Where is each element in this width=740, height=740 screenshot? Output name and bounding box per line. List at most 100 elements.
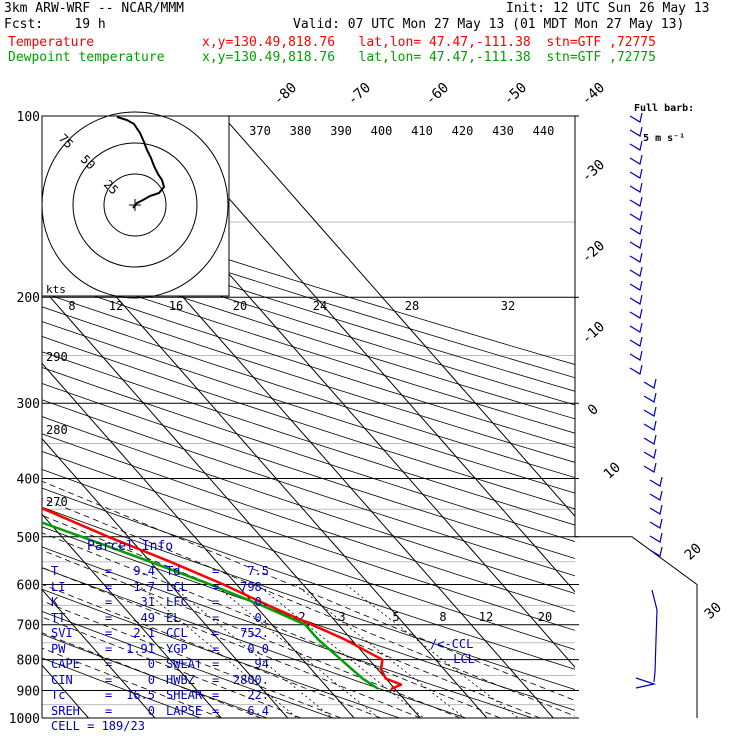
pressure-tick-label: 600 [17,578,40,593]
wind-barb [643,434,657,445]
isotherm-label: -20 [579,238,609,267]
isotherm-label: 30 [702,599,725,622]
mixing-ratio-label: 2 [298,610,305,624]
wind-barb [649,476,663,487]
isotherm-label: -70 [345,80,375,109]
isotherm-line [222,116,575,518]
parcel-key: SREH [51,703,80,718]
isotherm-label: -10 [579,319,609,348]
parcel-value: 31 [140,595,155,609]
wind-barb [629,266,643,277]
isotherm-line [42,362,355,718]
isotherm-label: -60 [423,80,453,109]
pressure-tick-label: 400 [17,472,40,487]
pressure-tick-label: 100 [17,110,40,125]
mixing-ratio-label: 3 [338,610,345,624]
dry-adiabat-line [42,321,575,494]
dry-adiabat-line [42,224,575,392]
parcel-value: 0 [147,672,155,687]
mixing-ratio-label: 16 [169,299,183,313]
wind-barb [629,322,643,333]
parcel-value: 1.7 [133,579,155,594]
parcel-value: 6.4 [247,703,269,718]
isotherm-label: -40 [579,80,609,109]
init-time: Init: 12 UTC Sun 26 May 13 [506,1,710,16]
isotherm-line [89,116,575,669]
dewpoint-legend-label: Dewpoint temperature [8,50,165,65]
wind-barb [629,364,643,375]
wind-barbs [629,112,663,689]
wind-barb [643,406,657,417]
parcel-value: 0 [147,657,155,671]
pressure-tick-label: 700 [17,619,40,634]
dry-adiabat-line [42,336,575,510]
parcel-value: 0.0 [247,641,269,656]
isotherm-label: 20 [682,540,705,563]
parcel-eq: = [212,564,220,578]
wind-barb [649,518,663,529]
mixing-ratio-label: 12 [109,299,123,313]
moist-adiabat-line [42,567,421,718]
wind-barb [629,182,643,193]
isotherm-line [42,136,554,718]
parcel-key: LAPSE [166,703,203,718]
parcel-key: Td [166,564,181,578]
dry-adiabat-line [42,416,575,594]
dry-adiabat-line [42,588,400,718]
wind-barb [649,546,663,557]
parcel-key: SHEAR [166,688,203,702]
isotherm-line [42,664,89,718]
wind-barb [643,392,657,403]
wind-barb [629,294,643,305]
dry-adiabat-line [42,306,575,479]
theta-label: 420 [452,124,474,138]
mixing-ratio-label: 32 [501,299,515,313]
dry-adiabat-line [42,567,467,718]
wind-barb [629,168,643,179]
parcel-key: T [51,564,59,578]
parcel-value: 94 [254,657,269,671]
hodograph-ring [103,173,167,237]
parcel-value: 0 [147,703,155,718]
parcel-key: LCL [166,579,188,594]
hodograph-ring [72,142,198,268]
parcel-value: 9.4 [133,564,155,578]
theta-left-label: 280 [46,423,68,437]
dry-adiabat-line [42,277,575,449]
dry-adiabat-line [42,264,575,434]
sounding-series [42,506,403,691]
storm-cell-motion: CELL = 189/23 [51,719,145,733]
dewpoint-location-info: x,y=130.49,818.76 lat,lon= 47.47,-111.38… [202,50,656,65]
moist-adiabat-line [42,514,541,718]
parcel-eq: = [212,672,220,687]
dry-adiabat-line [42,506,575,690]
parcel-key: HWBZ [166,672,195,687]
wind-barb [629,238,643,249]
isotherm-label: -50 [501,80,531,109]
wind-barb [629,350,643,361]
parcel-key: TT [51,610,66,625]
parcel-value: 2800. [232,672,269,687]
theta-label: 410 [411,124,433,138]
parcel-key: K [51,595,59,609]
dry-adiabat-line [42,250,575,420]
parcel-eq: = [212,703,220,718]
isotherm-label: -30 [579,157,609,186]
series-clipped [42,506,403,691]
parcel-value: 0. [254,595,269,609]
dry-adiabat-line [42,198,575,365]
parcel-value: 22. [247,688,269,702]
isotherm-line [42,588,156,718]
dry-adiabat-line [42,451,575,631]
theta-label: 380 [290,124,312,138]
wind-barb [629,126,643,137]
hodograph-trace [116,116,166,209]
parcel-eq: = [105,657,113,671]
pressure-tick-label: 300 [17,397,40,412]
wind-barb [629,336,643,347]
dry-adiabat-line [42,469,575,650]
parcel-key: PW [51,641,66,656]
parcel-info-title: Parcel Info [87,539,174,554]
mixing-ratio-label: 20 [538,610,552,624]
